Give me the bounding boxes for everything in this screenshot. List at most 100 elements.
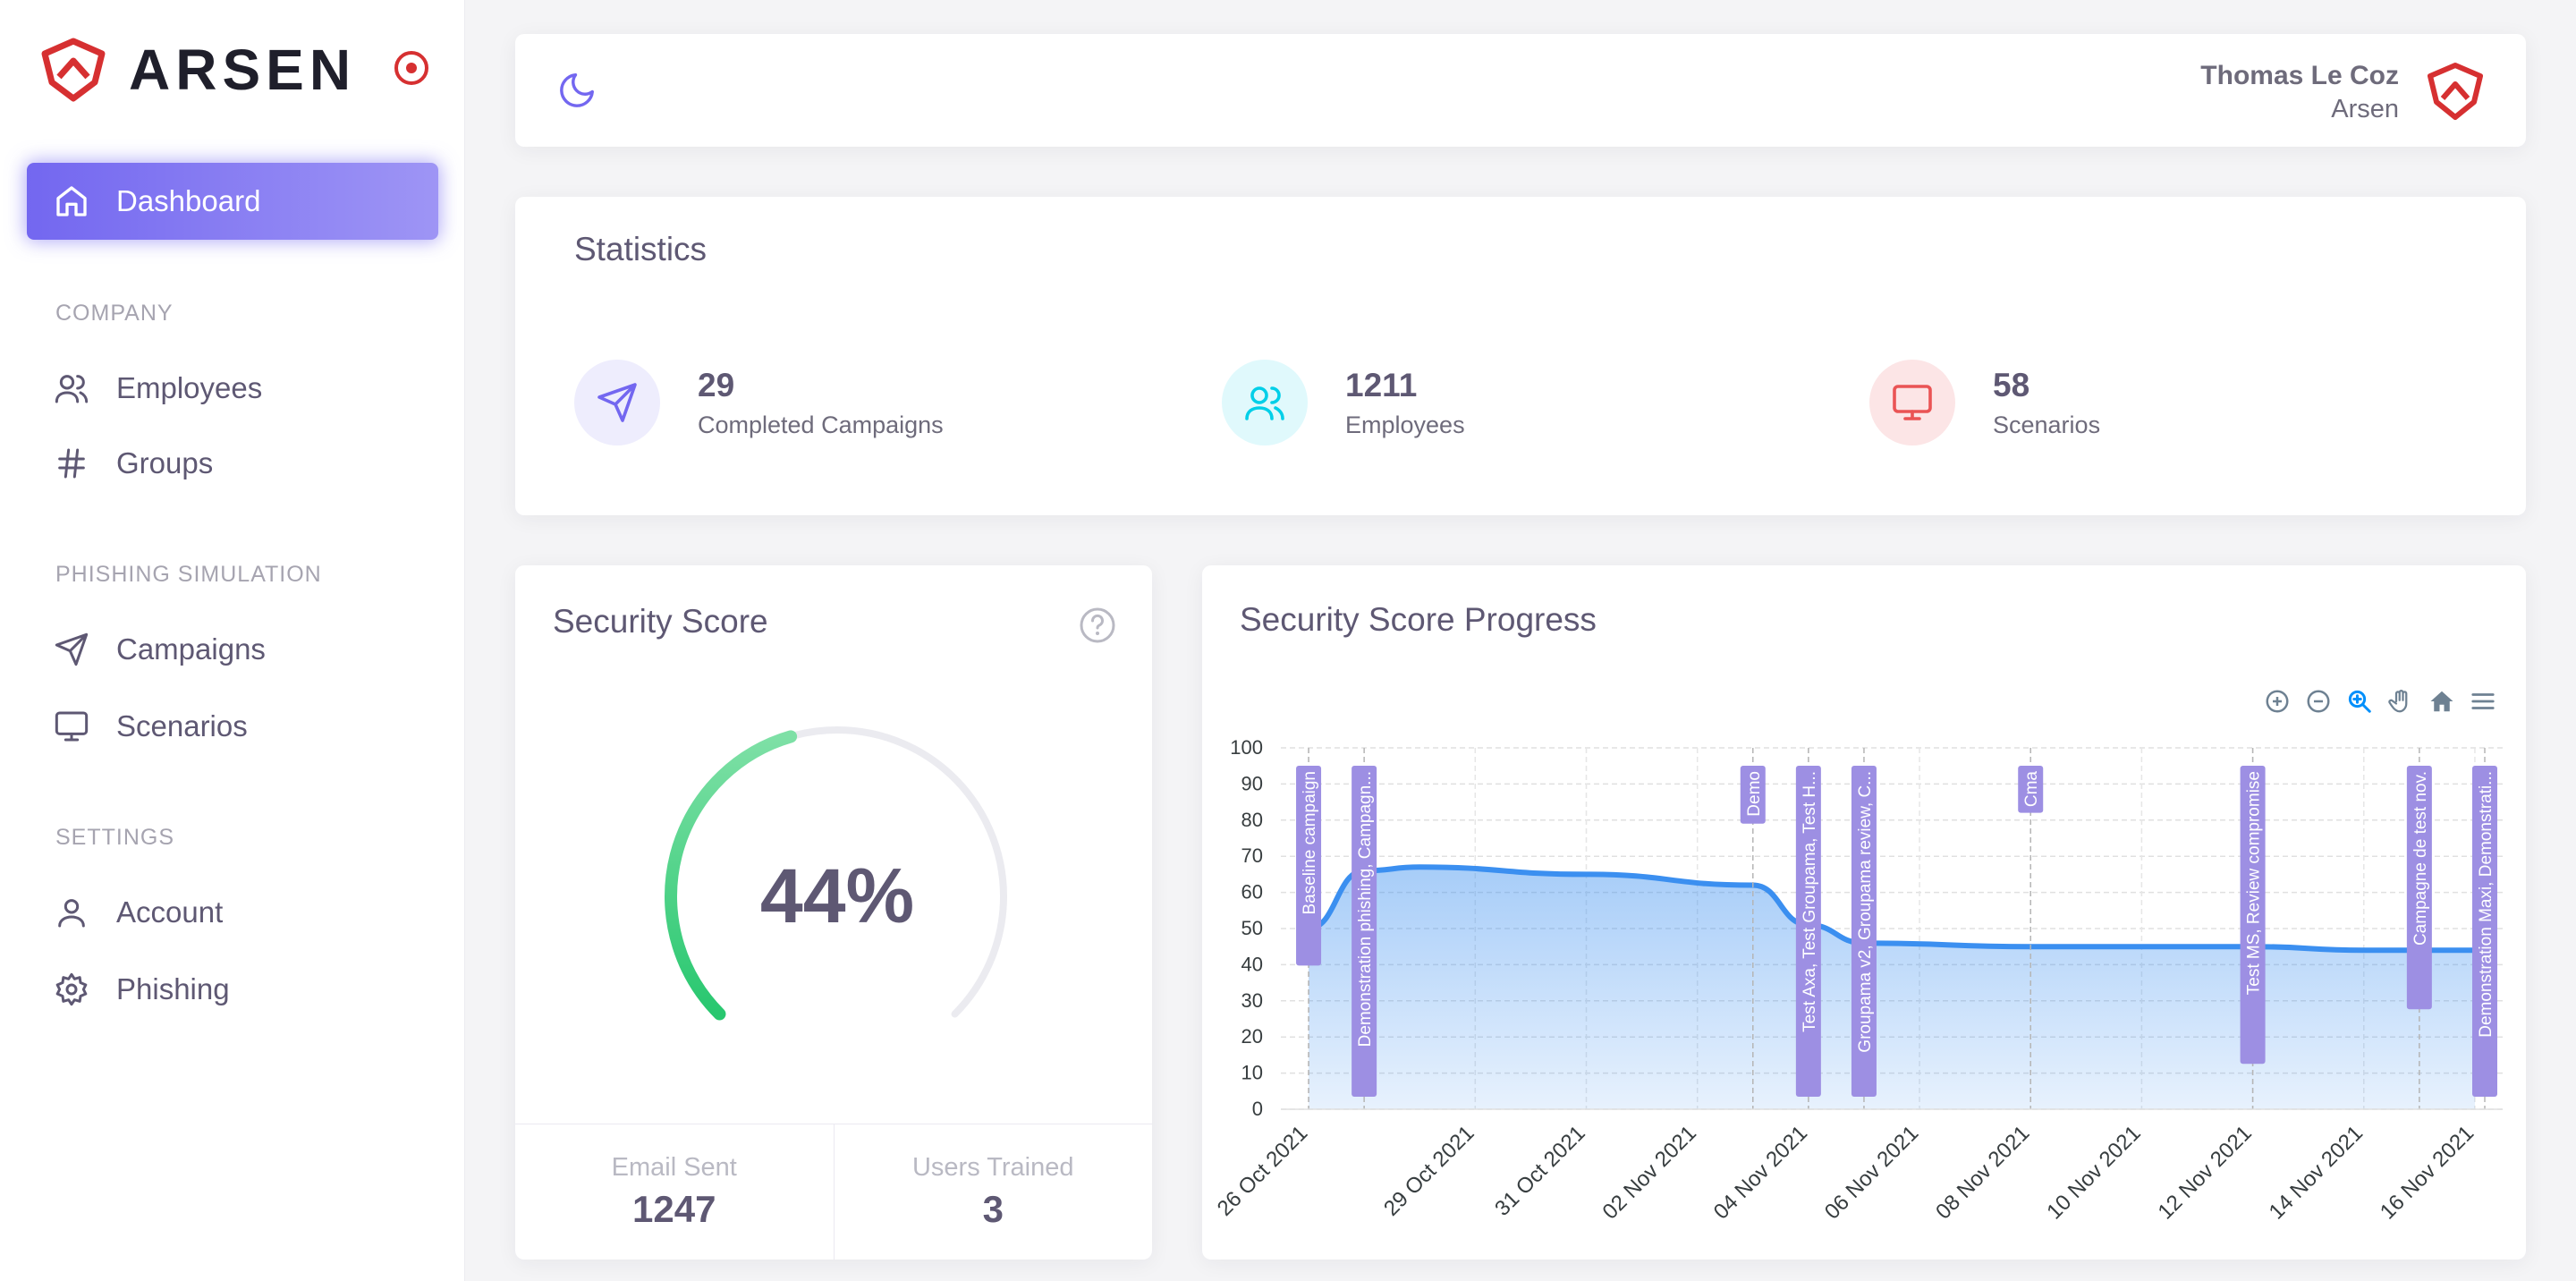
email-sent-label: Email Sent (611, 1153, 737, 1182)
score-footer: Email Sent 1247 Users Trained 3 (515, 1124, 1152, 1260)
monitor-icon (52, 707, 91, 746)
nav-section-settings: SETTINGS (55, 825, 175, 850)
reset-home-icon[interactable] (2426, 685, 2458, 717)
annotation-label: Demo (1745, 771, 1764, 817)
user-name: Thomas Le Coz (2200, 61, 2399, 90)
user-info[interactable]: Thomas Le Coz Arsen (2200, 61, 2399, 124)
y-tick-label: 70 (1241, 844, 1263, 867)
y-tick-label: 40 (1241, 953, 1263, 975)
annotation-box (2406, 766, 2432, 1010)
help-icon[interactable] (1079, 607, 1116, 644)
x-tick-label: 14 Nov 2021 (2265, 1121, 2368, 1224)
y-tick-label: 90 (1241, 772, 1263, 794)
users-icon (1222, 360, 1308, 445)
nav-label-dashboard: Dashboard (116, 184, 261, 217)
x-tick-label: 06 Nov 2021 (1820, 1121, 1923, 1224)
x-tick-label: 08 Nov 2021 (1931, 1121, 2034, 1224)
zoom-out-icon[interactable] (2302, 685, 2334, 717)
stat-scenarios: 58 Scenarios (1869, 360, 2100, 445)
statistics-title: Statistics (574, 231, 708, 267)
security-score-card: Security Score 44% Email Sent 1247 Users… (515, 565, 1152, 1260)
gauge-fill (665, 730, 798, 1021)
stat-label: Employees (1345, 411, 1465, 438)
security-score-value: 44% (759, 853, 915, 939)
annotation-label: Campagne de test nov. (2411, 771, 2430, 946)
nav-item-employees[interactable]: Employees (52, 361, 262, 415)
avatar[interactable] (2424, 61, 2487, 123)
y-tick-label: 60 (1241, 881, 1263, 903)
y-tick-label: 10 (1241, 1062, 1263, 1084)
email-sent-stat: Email Sent 1247 (515, 1124, 834, 1260)
annotation-label: Test MS, Review compromise (2245, 771, 2264, 995)
security-score-title: Security Score (553, 603, 768, 640)
x-tick-label: 02 Nov 2021 (1598, 1121, 1701, 1224)
statistics-card: Statistics 29 Completed Campaigns 1211 E… (515, 197, 2526, 515)
y-tick-label: 100 (1230, 736, 1263, 759)
gauge-svg (665, 725, 1007, 1021)
annotation-label: Cma (2022, 771, 2041, 808)
nav-label-campaigns: Campaigns (116, 632, 266, 666)
stat-value: 1211 (1345, 366, 1418, 403)
nav-item-account[interactable]: Account (52, 886, 223, 939)
annotation-box (1740, 766, 1766, 824)
home-icon (52, 182, 91, 221)
nav-label-employees: Employees (116, 371, 263, 404)
nav-label-scenarios: Scenarios (116, 709, 248, 742)
top-navbar: Thomas Le Coz Arsen (515, 34, 2526, 147)
x-tick-label: 16 Nov 2021 (2376, 1121, 2479, 1224)
nav-item-groups[interactable]: Groups (52, 437, 213, 490)
y-tick-label: 0 (1252, 1098, 1263, 1120)
x-tick-label: 12 Nov 2021 (2153, 1121, 2256, 1224)
nav-item-campaigns[interactable]: Campaigns (52, 623, 266, 676)
stat-label: Scenarios (1993, 411, 2101, 438)
y-tick-label: 30 (1241, 989, 1263, 1012)
pan-icon[interactable] (2385, 685, 2417, 717)
x-tick-label: 04 Nov 2021 (1709, 1121, 1812, 1224)
arsen-logo (41, 38, 106, 102)
annotation-label: Groupama v2, Groupama review, C... (1856, 771, 1875, 1053)
collapse-toggle-icon[interactable] (392, 48, 431, 88)
y-tick-label: 80 (1241, 809, 1263, 831)
nav-section-phishing-simulation: PHISHING SIMULATION (55, 562, 322, 587)
annotation-label: Demonstration Maxi, Demonstrati... (2477, 771, 2496, 1038)
zoom-in-icon[interactable] (2261, 685, 2293, 717)
series-area (1309, 867, 2475, 1109)
y-tick-label: 50 (1241, 917, 1263, 939)
nav-item-phishing[interactable]: Phishing (52, 963, 230, 1016)
nav-label-groups: Groups (116, 446, 214, 479)
nav-section-company: COMPANY (55, 301, 174, 326)
x-tick-label: 31 Oct 2021 (1490, 1121, 1590, 1221)
sidebar: ARSEN Dashboard COMPANY Employees Groups… (0, 0, 465, 1281)
chart-toolbar (2261, 685, 2499, 717)
brand-name: ARSEN (129, 38, 357, 102)
user-org: Arsen (2331, 95, 2399, 123)
send-icon (52, 630, 91, 669)
monitor-icon (1869, 360, 1955, 445)
users-trained-label: Users Trained (911, 1153, 1074, 1182)
progress-chart: Baseline campaign Demonstration phishing,… (1213, 736, 2503, 1224)
send-icon (574, 360, 660, 445)
users-trained-stat: Users Trained 3 (833, 1124, 1153, 1260)
menu-icon[interactable] (2467, 685, 2499, 717)
brand[interactable]: ARSEN (39, 36, 356, 104)
security-score-progress-card: Security Score Progress Baseline (1202, 565, 2526, 1260)
stat-employees: 1211 Employees (1222, 360, 1465, 445)
security-score-gauge: 44% (658, 717, 1016, 1075)
nav-item-scenarios[interactable]: Scenarios (52, 700, 248, 753)
annotation-box (2240, 766, 2266, 1065)
annotation-label: Baseline campaign (1301, 771, 1319, 915)
nav-label-account: Account (116, 895, 224, 929)
nav-item-dashboard[interactable]: Dashboard (27, 163, 438, 240)
annotation-box (1296, 766, 1322, 966)
moon-icon[interactable] (556, 70, 597, 111)
annotation-label: Test Axa, Test Groupama, Test H... (1801, 771, 1819, 1032)
users-icon (52, 369, 91, 408)
user-icon (52, 893, 91, 932)
annotation-box (2018, 766, 2044, 813)
annotation-box (1352, 766, 1377, 1097)
zoom-select-icon[interactable] (2343, 685, 2376, 717)
stat-value: 29 (698, 366, 735, 403)
stat-label: Completed Campaigns (698, 411, 944, 438)
annotation-box (2472, 766, 2497, 1097)
nav-label-phishing: Phishing (116, 972, 230, 1005)
